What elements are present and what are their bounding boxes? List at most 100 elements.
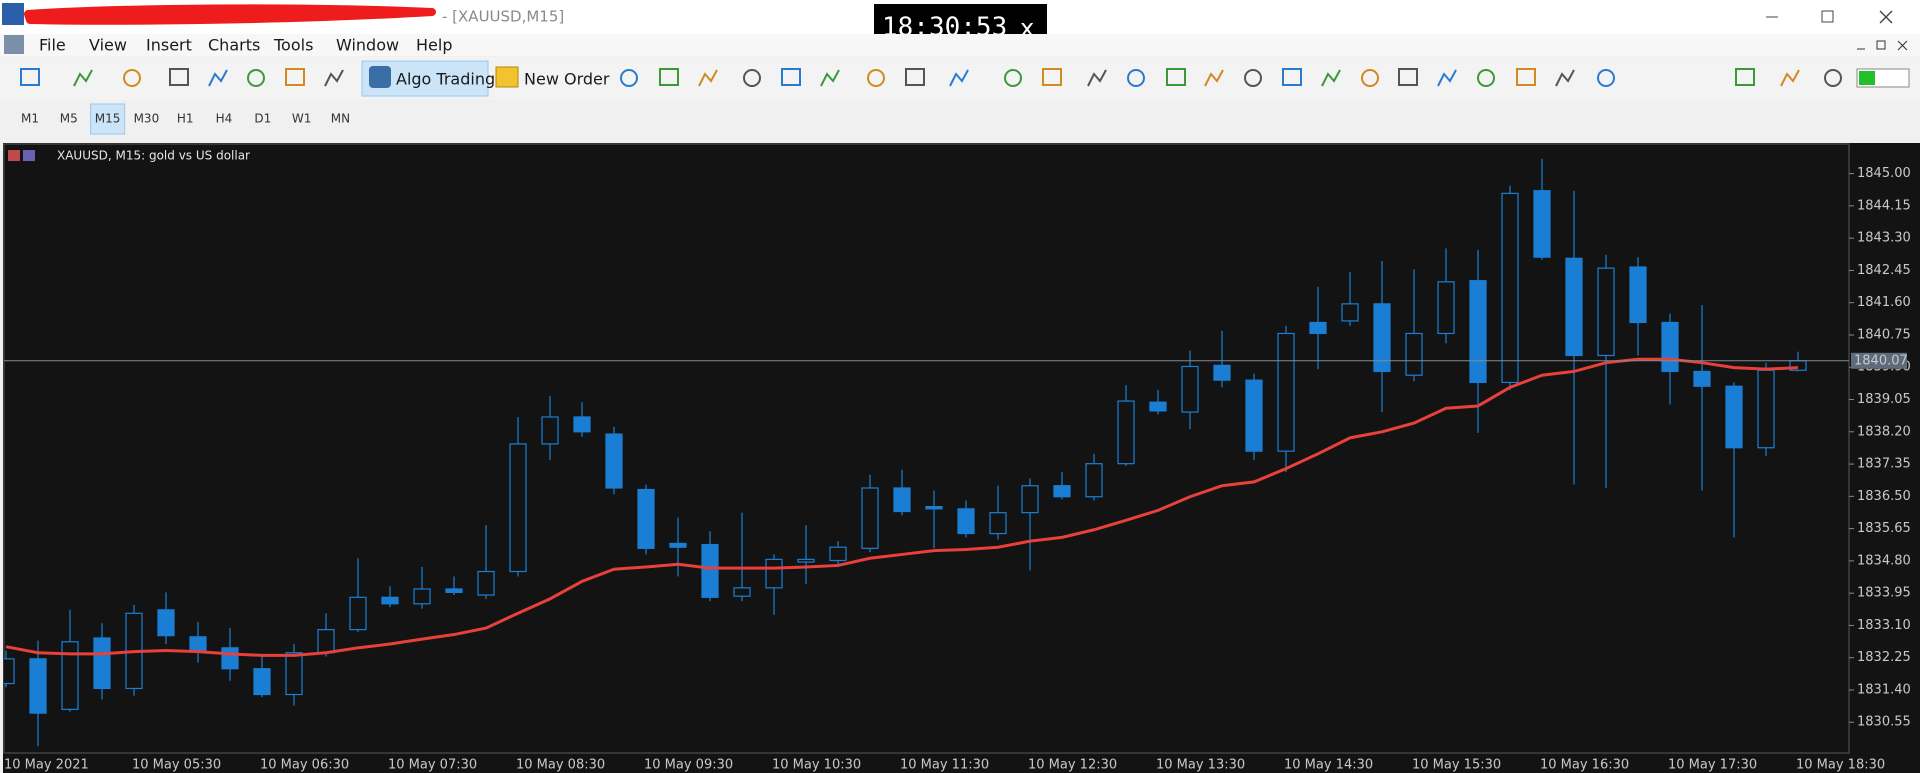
tool-icon[interactable]: [324, 69, 344, 87]
tool-icon[interactable]: [1087, 69, 1107, 87]
tool-icon[interactable]: [781, 68, 801, 86]
tool-icon[interactable]: [1204, 69, 1224, 87]
candle-body-bull: [1501, 192, 1519, 384]
candle-body-bull: [989, 512, 1007, 535]
tool-icon[interactable]: [867, 69, 885, 87]
menu-item[interactable]: View: [89, 36, 127, 55]
timeframe[interactable]: M30: [134, 112, 160, 126]
tool-icon[interactable]: [20, 68, 40, 86]
tool-icon[interactable]: [123, 69, 141, 87]
menu-item[interactable]: Insert: [146, 36, 192, 55]
y-tick-label: 1840.75: [1857, 327, 1911, 342]
restore[interactable]: [1821, 10, 1834, 23]
x-tick-label: 10 May 18:30: [1796, 758, 1885, 773]
tool-icon[interactable]: [1555, 69, 1575, 87]
candle-body-bear: [1053, 485, 1071, 498]
x-tick-label: 10 May 07:30: [388, 758, 477, 773]
close[interactable]: [1879, 10, 1893, 24]
tool-icon[interactable]: [1361, 69, 1379, 87]
tool-icon[interactable]: [1282, 68, 1302, 86]
candle-body-bear: [221, 647, 239, 670]
y-tick-label: 1844.15: [1857, 198, 1911, 213]
timeframe[interactable]: W1: [292, 112, 312, 126]
candle-body-bear: [381, 596, 399, 605]
tool-icon[interactable]: [1437, 69, 1457, 87]
candle-body-bear: [445, 588, 463, 593]
candle-body-bear: [893, 487, 911, 513]
candle-body-bear: [573, 416, 591, 433]
y-tick-label: 1830.55: [1857, 715, 1911, 730]
tool-icon[interactable]: [1166, 68, 1186, 86]
candle-body-bull: [285, 652, 303, 696]
timeframe[interactable]: MN: [331, 112, 350, 126]
tool-icon[interactable]: [949, 69, 969, 87]
algo-trading-label[interactable]: Algo Trading: [396, 70, 495, 89]
menu-item[interactable]: Tools: [273, 36, 313, 55]
menu-item[interactable]: Charts: [208, 36, 260, 55]
y-tick-label: 1841.60: [1857, 295, 1911, 310]
tool-icon[interactable]: [1244, 69, 1262, 87]
y-tick-label: 1842.45: [1857, 263, 1911, 278]
y-tick-label: 1835.65: [1857, 521, 1911, 536]
tool-icon[interactable]: [1398, 68, 1418, 86]
timeframe[interactable]: H1: [177, 112, 194, 126]
menu-item[interactable]: Help: [416, 36, 452, 55]
tool-icon[interactable]: [1042, 68, 1062, 86]
tool-icon[interactable]: [73, 69, 93, 87]
tool-icon[interactable]: [1321, 69, 1341, 87]
candle-body-bull: [509, 443, 527, 573]
tool-icon[interactable]: [1127, 69, 1145, 87]
tool-icon[interactable]: [1824, 69, 1842, 87]
candle-body-bull: [765, 558, 783, 589]
candle-body-bear: [1533, 190, 1551, 258]
menu-item[interactable]: Window: [336, 36, 399, 55]
y-tick-label: 1837.35: [1857, 457, 1911, 472]
tool-icon[interactable]: [698, 69, 718, 87]
tool-icon[interactable]: [208, 69, 228, 87]
candle-body-bull: [1597, 267, 1615, 357]
candle-body-bull: [733, 587, 751, 597]
tool-icon[interactable]: [820, 69, 840, 87]
tool-icon[interactable]: [1735, 68, 1755, 86]
candle-body-bear: [701, 543, 719, 598]
timeframe[interactable]: D1: [254, 112, 271, 126]
candle-body-bear: [1469, 280, 1487, 384]
tool-icon[interactable]: [743, 69, 761, 87]
tool-icon[interactable]: [1004, 69, 1022, 87]
menu: File View Insert Charts Tools Window Help: [39, 36, 452, 55]
timeframe[interactable]: M5: [60, 112, 78, 126]
x-tick-label: 10 May 12:30: [1028, 758, 1117, 773]
new-order-icon: [495, 66, 519, 88]
tool-icon[interactable]: [905, 68, 925, 86]
child-controls[interactable]: [1857, 40, 1908, 51]
tool-icon[interactable]: [1477, 69, 1495, 87]
tool-icon[interactable]: [247, 69, 265, 87]
tool-icon[interactable]: [659, 68, 679, 86]
candle-body-bull: [829, 546, 847, 562]
timeframe[interactable]: M1: [21, 112, 39, 126]
timeframe[interactable]: H4: [216, 112, 233, 126]
timeframe[interactable]: M15: [95, 112, 121, 126]
tool-icon[interactable]: [169, 68, 189, 86]
tool-icon[interactable]: [285, 68, 305, 86]
tool-icon[interactable]: [1780, 69, 1800, 87]
tool-icon[interactable]: [620, 69, 638, 87]
new-order-label[interactable]: New Order: [524, 70, 610, 89]
candle-body-bear: [1693, 370, 1711, 387]
timeframe-bar: [0, 101, 1920, 139]
timeframe-active: [90, 103, 126, 135]
x-tick-label: 10 May 05:30: [132, 758, 221, 773]
x-tick-label: 10 May 11:30: [900, 758, 989, 773]
candle-body-bull: [1021, 485, 1039, 514]
menu-item[interactable]: File: [39, 36, 66, 55]
candle-body-bear: [1309, 321, 1327, 335]
current-price-box: [1851, 352, 1907, 369]
candle-body-bear: [1213, 364, 1231, 381]
candle-body-bear: [29, 658, 47, 714]
axes: 1830.55 1831.40 1832.25 1833.10 1833.95 1834.…: [4, 166, 1911, 772]
tool-icon: [1859, 71, 1875, 85]
tool-icon[interactable]: [1597, 69, 1615, 87]
x-tick-label: 10 May 2021: [4, 758, 89, 773]
candle-body-bear: [1629, 266, 1647, 324]
tool-icon[interactable]: [1516, 68, 1536, 86]
